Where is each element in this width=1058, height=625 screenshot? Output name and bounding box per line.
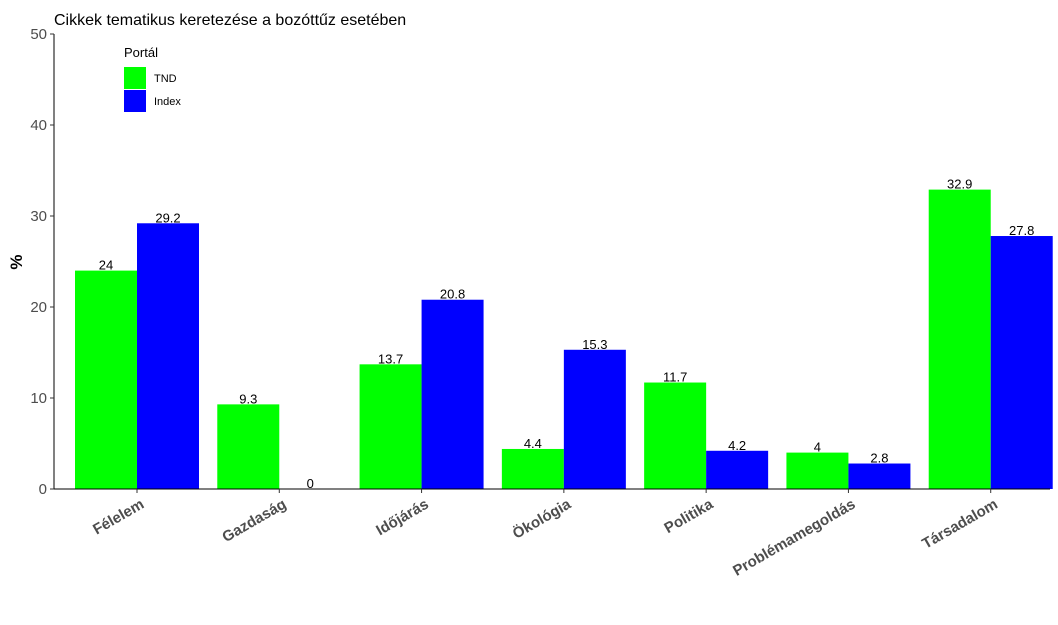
data-label-tnd-problemamegoldas: 4 — [814, 440, 821, 455]
bar-index-idojaras — [421, 299, 484, 489]
bar-index-okologia — [563, 349, 626, 489]
x-tick-label-politika: Politika — [661, 495, 716, 537]
bar-index-problemamegoldas — [848, 463, 911, 489]
bar-tnd-tarsadalom — [928, 189, 991, 490]
x-tick-label-okologia: Ökológia — [510, 495, 575, 542]
x-tick-label-felelem: Félelem — [90, 496, 147, 539]
data-label-index-felelem: 29.2 — [155, 210, 180, 225]
bars-layer — [75, 189, 1053, 490]
data-label-tnd-tarsadalom: 32.9 — [947, 177, 972, 192]
data-label-index-idojaras: 20.8 — [440, 287, 465, 302]
data-label-tnd-gazdasag: 9.3 — [239, 391, 257, 406]
x-tick-label-problemamegoldas: Problémamegoldás — [730, 496, 858, 580]
data-labels-layer: 24 29.2 9.3 0 13.7 20.8 4.4 15.3 11.7 4.2 4 2.8 32.9… — [99, 177, 1035, 491]
y-axis-label: % — [7, 254, 26, 269]
legend-key-tnd — [124, 67, 146, 89]
data-label-index-politika: 4.2 — [728, 438, 746, 453]
data-label-index-problemamegoldas: 2.8 — [870, 451, 888, 466]
y-tick-label: 10 — [30, 390, 47, 407]
data-label-index-okologia: 15.3 — [582, 337, 607, 352]
bar-tnd-okologia — [501, 448, 564, 489]
bar-tnd-felelem — [75, 270, 137, 489]
legend-title: Portál — [124, 45, 158, 60]
legend: Portál TND Index — [124, 45, 181, 112]
x-axis: Félelem Gazdaság Időjárás Ökológia Politika P… — [54, 488, 1050, 580]
y-tick-label: 0 — [39, 481, 47, 498]
x-tick-label-tarsadalom: Társadalom — [919, 496, 1000, 553]
bar-index-felelem — [137, 223, 199, 489]
bar-index-politika — [706, 450, 769, 489]
bar-index-tarsadalom — [990, 236, 1053, 489]
data-label-tnd-felelem: 24 — [99, 258, 113, 273]
bar-tnd-problemamegoldas — [786, 452, 849, 489]
bar-tnd-gazdasag — [217, 404, 280, 489]
y-tick-label: 40 — [30, 117, 47, 134]
bar-tnd-idojaras — [359, 364, 422, 489]
y-tick-label: 50 — [30, 26, 47, 43]
y-axis: 0 10 20 30 40 50 — [30, 26, 55, 498]
y-tick-label: 30 — [30, 208, 47, 225]
legend-label-index: Index — [154, 96, 181, 108]
data-label-tnd-politika: 11.7 — [663, 370, 687, 385]
chart-title: Cikkek tematikus keretezése a bozóttűz e… — [54, 12, 406, 29]
bar-tnd-politika — [644, 382, 707, 489]
x-tick-label-gazdasag: Gazdaság — [219, 496, 289, 546]
data-label-tnd-okologia: 4.4 — [524, 436, 542, 451]
data-label-tnd-idojaras: 13.7 — [378, 351, 403, 366]
x-tick-label-idojaras: Időjárás — [373, 496, 431, 539]
data-label-index-gazdasag: 0 — [307, 476, 314, 491]
data-label-index-tarsadalom: 27.8 — [1009, 223, 1034, 238]
legend-key-index — [124, 90, 146, 112]
y-tick-label: 20 — [30, 299, 47, 316]
legend-label-tnd: TND — [154, 73, 177, 85]
